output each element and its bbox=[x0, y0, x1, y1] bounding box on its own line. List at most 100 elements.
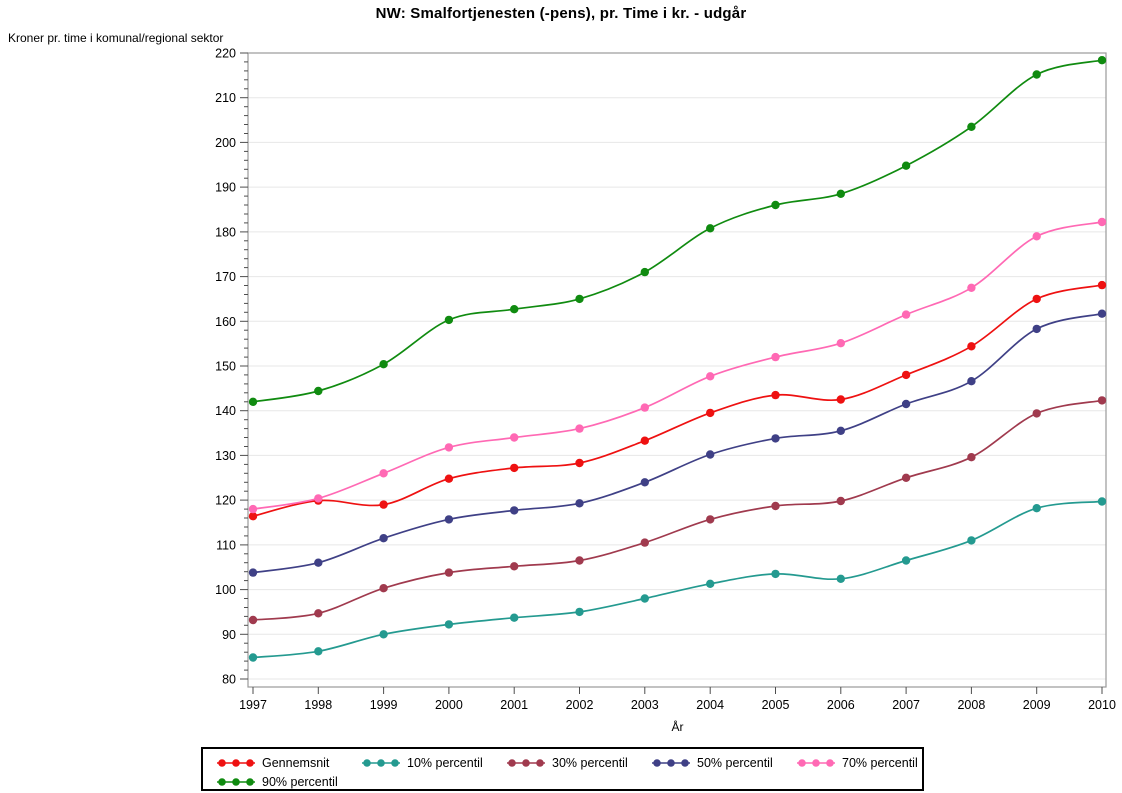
series-line-10-percentil bbox=[252, 500, 1103, 659]
y-tick-label: 140 bbox=[215, 404, 236, 418]
data-point bbox=[510, 433, 519, 442]
data-point bbox=[510, 305, 519, 314]
data-point bbox=[510, 463, 519, 473]
data-point bbox=[248, 568, 258, 577]
data-point bbox=[444, 515, 454, 524]
data-point bbox=[640, 478, 649, 487]
data-point bbox=[901, 399, 911, 409]
data-point bbox=[640, 538, 649, 547]
data-point bbox=[575, 424, 584, 433]
legend-box: Gennemsnit 10% percentil 30% percentil 50% … bbox=[201, 747, 924, 791]
data-point bbox=[444, 568, 454, 577]
data-point bbox=[967, 536, 976, 545]
y-tick-label: 90 bbox=[222, 628, 236, 642]
data-point bbox=[640, 436, 649, 445]
legend-marker-icon bbox=[797, 758, 835, 767]
y-tick-label: 80 bbox=[222, 673, 236, 687]
data-point bbox=[1097, 217, 1107, 227]
data-point bbox=[444, 474, 454, 483]
data-point bbox=[379, 360, 388, 369]
legend-item-90-percentil: 90% percentil bbox=[217, 775, 362, 789]
data-point bbox=[1032, 409, 1041, 418]
data-point bbox=[1032, 324, 1041, 334]
data-point bbox=[314, 494, 323, 503]
data-point bbox=[1032, 504, 1041, 513]
data-point bbox=[510, 506, 519, 515]
data-point bbox=[901, 556, 911, 565]
data-point bbox=[379, 469, 388, 478]
data-point bbox=[314, 558, 323, 567]
series-70-percentil bbox=[248, 217, 1107, 514]
legend-row: 90% percentil bbox=[217, 772, 922, 791]
data-point bbox=[771, 434, 780, 443]
y-tick-label: 210 bbox=[215, 91, 236, 105]
legend-item-label: 50% percentil bbox=[697, 755, 773, 770]
data-point bbox=[1032, 232, 1041, 241]
data-point bbox=[248, 653, 258, 662]
legend-item-label: Gennemsnit bbox=[262, 755, 330, 770]
legend-item-label: 70% percentil bbox=[842, 755, 918, 770]
y-tick-label: 170 bbox=[215, 270, 236, 284]
data-point bbox=[901, 370, 911, 380]
data-point bbox=[836, 426, 845, 435]
x-tick-label: 2004 bbox=[696, 698, 724, 712]
x-tick-label: 2006 bbox=[827, 698, 855, 712]
data-point bbox=[771, 501, 780, 511]
data-point bbox=[314, 386, 323, 396]
x-tick-label: 2009 bbox=[1023, 698, 1051, 712]
y-tick-label: 100 bbox=[215, 583, 236, 597]
data-point bbox=[771, 569, 780, 579]
x-tick-label: 2010 bbox=[1088, 698, 1116, 712]
y-tick-label: 180 bbox=[215, 225, 236, 239]
series-30-percentil bbox=[248, 396, 1107, 625]
y-tick-label: 200 bbox=[215, 136, 236, 150]
data-point bbox=[640, 594, 649, 603]
data-point bbox=[706, 224, 715, 233]
data-point bbox=[379, 534, 388, 543]
data-point bbox=[640, 403, 649, 412]
y-axis-title: Kroner pr. time i komunal/regional sekto… bbox=[8, 31, 224, 45]
gridlines bbox=[248, 52, 1106, 680]
legend-item-30-percentil: 30% percentil bbox=[507, 756, 652, 770]
data-point bbox=[967, 342, 976, 351]
data-point bbox=[314, 609, 323, 618]
data-point bbox=[901, 161, 911, 170]
legend-marker-icon bbox=[507, 758, 545, 767]
legend-item-10-percentil: 10% percentil bbox=[362, 756, 507, 770]
data-point bbox=[379, 630, 388, 639]
series-line-50-percentil bbox=[252, 312, 1103, 574]
data-point bbox=[836, 574, 845, 583]
data-point bbox=[706, 579, 715, 588]
data-point bbox=[575, 607, 584, 617]
x-tick-label: 2002 bbox=[566, 698, 594, 712]
data-point bbox=[967, 453, 976, 462]
data-point bbox=[379, 500, 388, 509]
data-point bbox=[248, 615, 258, 625]
legend-item-label: 30% percentil bbox=[552, 755, 628, 770]
y-tick-label: 160 bbox=[215, 315, 236, 329]
data-point bbox=[1032, 294, 1041, 304]
legend-row: Gennemsnit 10% percentil 30% percentil 50% … bbox=[217, 753, 922, 772]
data-point bbox=[836, 189, 845, 198]
y-tick-label: 190 bbox=[215, 181, 236, 195]
legend-item-50-percentil: 50% percentil bbox=[652, 756, 797, 770]
data-point bbox=[706, 450, 715, 459]
data-point bbox=[967, 122, 976, 131]
data-point bbox=[248, 397, 258, 406]
data-point bbox=[314, 647, 323, 656]
x-tick-label: 2008 bbox=[957, 698, 985, 712]
data-point bbox=[771, 390, 780, 400]
plot-frame bbox=[247, 52, 1107, 688]
series-line-90-percentil bbox=[252, 59, 1103, 403]
plot-area: 80 90 100 110 120 130 140 150 160 170 180 190 200 210… bbox=[215, 47, 1116, 713]
y-tick-label: 110 bbox=[216, 538, 236, 552]
data-point bbox=[444, 620, 454, 629]
x-tick-label: 2007 bbox=[892, 698, 920, 712]
data-point bbox=[510, 613, 519, 622]
data-point bbox=[836, 395, 845, 404]
legend-item-label: 90% percentil bbox=[262, 774, 338, 789]
x-tick-label: 1999 bbox=[370, 698, 398, 712]
series-line-gennemsnit bbox=[252, 284, 1103, 518]
data-point bbox=[444, 443, 454, 452]
